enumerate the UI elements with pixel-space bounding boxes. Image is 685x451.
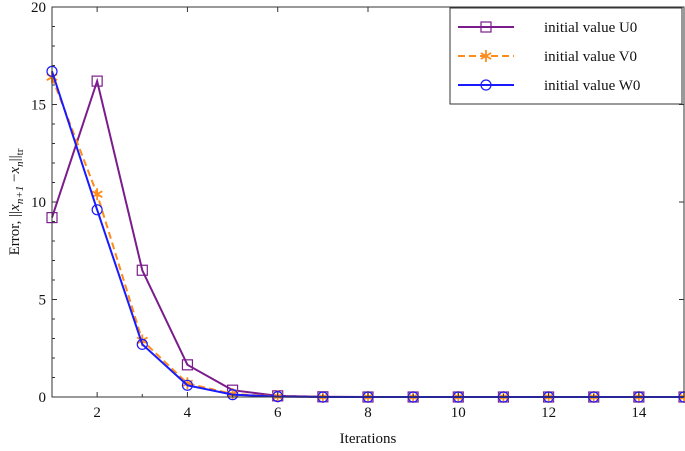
x-tick-label: 10 — [451, 405, 466, 421]
series-line — [51, 71, 684, 398]
series-group — [46, 75, 685, 403]
x-tick-label: 8 — [364, 405, 372, 421]
asterisk-stroke — [480, 52, 492, 60]
x-tick-label: 2 — [93, 405, 101, 421]
x-tick-label: 12 — [541, 405, 556, 421]
series-group — [46, 65, 685, 403]
legend-entry: initial value U0 — [458, 20, 637, 36]
circle-marker — [181, 379, 194, 391]
square-marker — [91, 75, 103, 87]
circle-marker — [91, 204, 103, 216]
x-tick-label: 6 — [274, 405, 282, 421]
x-tick-label: 14 — [631, 405, 647, 421]
circle-marker — [136, 338, 148, 350]
square-marker — [181, 359, 194, 371]
y-tick-label: 15 — [31, 98, 46, 114]
legend-entry: initial value V0 — [458, 49, 637, 65]
asterisk-stroke — [136, 336, 148, 345]
y-axis-label: Error, ||xn+1 −xn||tr — [7, 148, 26, 255]
y-tick-label: 5 — [39, 293, 47, 309]
legend-entry: initial value W0 — [458, 78, 640, 94]
circle-marker — [480, 79, 492, 91]
chart-axes: 2 4 6 8 10 12 14 0 5 10 15 20 — [31, 0, 685, 421]
square-marker — [480, 21, 492, 33]
legend-label: initial value U0 — [544, 20, 637, 36]
y-tick-label: 10 — [31, 195, 46, 211]
y-tick-label: 20 — [31, 0, 46, 16]
x-axis-label: Iterations — [340, 431, 397, 446]
legend: initial value U0 initial value V0 initial … — [449, 7, 683, 105]
legend-label: initial value V0 — [544, 49, 637, 65]
square-marker — [136, 264, 148, 276]
asterisk-marker — [480, 50, 492, 62]
y-tick-label: 0 — [39, 390, 47, 406]
chart-marks — [46, 65, 685, 403]
series-group — [46, 71, 685, 403]
circle-marker — [226, 389, 239, 401]
legend-box — [449, 7, 683, 105]
legend-label: initial value W0 — [544, 78, 640, 94]
x-tick-label: 4 — [184, 405, 192, 421]
